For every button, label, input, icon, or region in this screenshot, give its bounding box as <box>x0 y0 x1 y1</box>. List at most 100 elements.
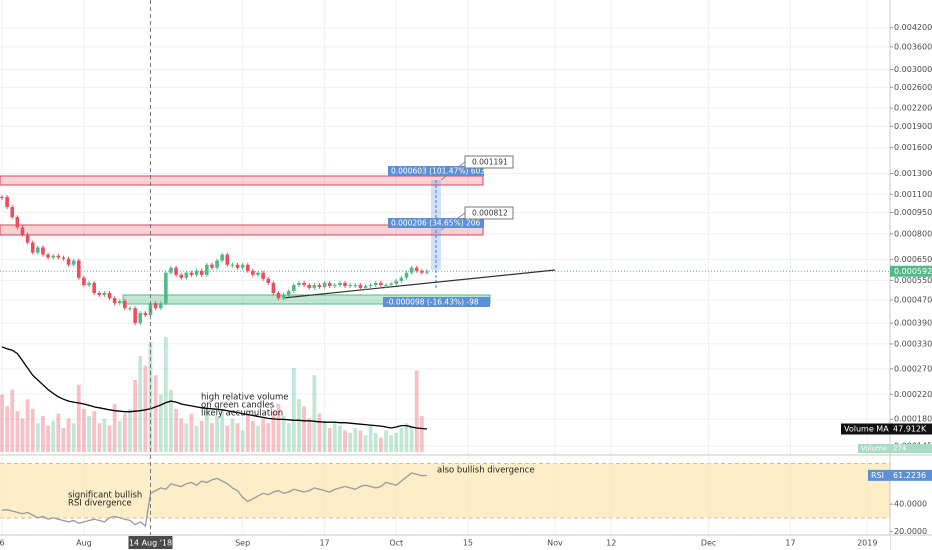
volume-bar <box>414 370 419 452</box>
candle <box>271 282 276 294</box>
price-box <box>464 206 514 220</box>
candle <box>169 267 173 273</box>
volume-bar <box>363 435 368 452</box>
volume-bar <box>112 404 117 452</box>
candle <box>394 280 399 284</box>
volume-bar <box>169 389 173 452</box>
volume-bar <box>122 413 127 452</box>
volume-bar <box>312 375 317 452</box>
volume-bar <box>61 428 66 452</box>
candle <box>333 285 337 287</box>
grid <box>0 0 890 535</box>
candle <box>317 285 322 287</box>
volume-bar <box>327 428 332 452</box>
volume-bar <box>163 336 168 452</box>
rsi-tick-label: 40.0000 <box>894 500 927 509</box>
candle <box>373 282 378 286</box>
volume-bar <box>235 423 240 452</box>
volume-bar <box>409 425 414 452</box>
candle <box>297 282 301 286</box>
y-tick-label: 0.000270 <box>894 364 932 373</box>
marks <box>0 195 429 528</box>
candle <box>179 274 183 278</box>
y-tick-label: 0.003600 <box>894 42 932 51</box>
crosshair-label: 14 Aug '18 <box>129 539 172 548</box>
volume-bar <box>317 413 322 452</box>
candle <box>97 293 102 296</box>
volume-bar <box>368 425 373 452</box>
volume-bar <box>56 413 61 452</box>
y-tick-label: 0.000330 <box>894 339 932 348</box>
volume-bar <box>261 418 266 452</box>
volume-bar <box>348 432 353 452</box>
volume-bar <box>41 416 45 452</box>
volume-bar <box>225 425 230 452</box>
candle <box>143 313 148 316</box>
x-tick-label: 17 <box>319 539 329 548</box>
volume-box <box>858 444 932 453</box>
candle <box>358 285 363 288</box>
candle <box>384 285 388 287</box>
volume-bar <box>25 399 30 452</box>
candle <box>112 298 117 304</box>
volume-bar <box>240 430 245 452</box>
candle <box>199 270 204 275</box>
candle <box>322 282 327 287</box>
volume-bar <box>281 416 286 452</box>
candle <box>123 301 127 309</box>
candle <box>102 293 107 296</box>
volume-bar <box>307 418 312 452</box>
candle <box>138 313 143 324</box>
annotation: significant bullish <box>68 491 142 501</box>
candle <box>117 301 122 304</box>
candle <box>307 285 311 288</box>
volume-bar <box>148 341 153 452</box>
y-tick-label: 0.002600 <box>894 83 932 92</box>
candle <box>128 308 132 310</box>
candle <box>10 207 15 218</box>
volume-bar <box>399 428 404 452</box>
candle <box>266 278 271 283</box>
candle <box>215 260 219 268</box>
candle <box>368 285 373 287</box>
volume-bar <box>97 423 102 452</box>
volume-bar <box>378 437 383 452</box>
volume-bar <box>245 413 250 452</box>
y-tick-label: 0.000390 <box>894 319 932 328</box>
candle <box>194 270 199 275</box>
x-tick-label: 12 <box>606 539 616 548</box>
trend-line <box>282 269 556 299</box>
volume-bar <box>92 411 97 452</box>
annotation: on green candles <box>201 401 275 411</box>
y-tick-label: 0.004200 <box>894 23 932 32</box>
volume-bar <box>230 418 235 452</box>
y-tick-label: 0.000180 <box>894 415 932 424</box>
candle <box>61 257 66 259</box>
candle <box>256 272 260 275</box>
volume-bar <box>87 416 91 452</box>
candle <box>36 247 40 253</box>
candle <box>92 282 96 294</box>
candle <box>225 254 230 265</box>
candle <box>261 272 265 279</box>
rsi-name: RSI <box>871 471 884 480</box>
measure-box <box>388 218 484 228</box>
volume-bar <box>158 394 163 452</box>
candle <box>220 254 224 261</box>
volume-bar <box>250 420 255 452</box>
volume-bar <box>338 425 342 452</box>
candle <box>312 285 317 288</box>
price-box-label: 0.000812 <box>472 209 508 218</box>
annotation: high relative volume <box>201 393 289 403</box>
measure-label: 0.000603 (101.47%) 603 <box>391 167 485 176</box>
rsi-line <box>1 472 428 528</box>
y-tick-label: 0.000470 <box>894 295 932 304</box>
candle <box>230 264 235 266</box>
volume-bar <box>358 430 363 452</box>
volume-bar <box>199 420 204 452</box>
time-axis <box>0 535 890 550</box>
measure-box <box>383 297 490 307</box>
volume-bar <box>153 375 158 452</box>
